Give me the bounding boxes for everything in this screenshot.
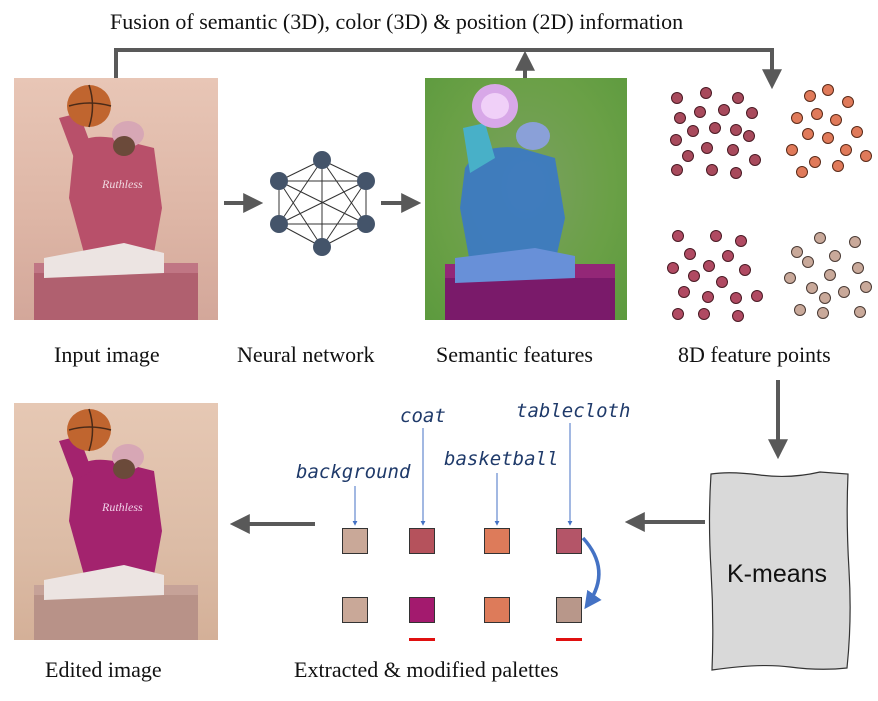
neural-network-label: Neural network [237, 342, 375, 367]
modified-swatch-tablecloth [556, 597, 582, 623]
kmeans-box [708, 471, 851, 671]
palette-pointers [352, 423, 573, 526]
cluster-3-points [667, 230, 763, 322]
coat-label: coat [400, 405, 446, 427]
input-image: Ruthless [14, 78, 218, 320]
modified-swatch-basketball [484, 597, 510, 623]
palettes-label: Extracted & modified palettes [294, 657, 559, 682]
semantic-features-image [425, 78, 627, 320]
modified-swatch-coat [409, 597, 435, 623]
svg-text:Ruthless: Ruthless [101, 500, 143, 514]
svg-text:Ruthless: Ruthless [101, 177, 143, 191]
edited-image-label: Edited image [45, 657, 162, 682]
basketball-label: basketball [444, 448, 559, 470]
fusion-connector [114, 48, 782, 90]
extracted-swatch-basketball [484, 528, 510, 554]
edited-image: Ruthless [14, 403, 218, 640]
tablecloth-modified-marker [556, 638, 582, 641]
feature-points-label: 8D feature points [678, 342, 831, 367]
extracted-swatch-tablecloth [556, 528, 582, 554]
extracted-swatch-coat [409, 528, 435, 554]
semantic-features-label: Semantic features [436, 342, 593, 367]
cluster-1-points [670, 87, 761, 179]
extracted-swatch-background [342, 528, 368, 554]
cluster-2-points [786, 84, 872, 178]
neural-network-icon [278, 159, 367, 248]
kmeans-label: K-means [727, 560, 828, 588]
coat-modified-marker [409, 638, 435, 641]
network-nodes [270, 151, 375, 256]
fusion-title: Fusion of semantic (3D), color (3D) & po… [110, 9, 684, 34]
tablecloth-label: tablecloth [516, 400, 631, 422]
input-image-label: Input image [54, 342, 160, 367]
modified-swatch-background [342, 597, 368, 623]
modification-arrow [581, 536, 602, 610]
background-label: background [296, 461, 411, 483]
cluster-4-points [784, 232, 872, 319]
